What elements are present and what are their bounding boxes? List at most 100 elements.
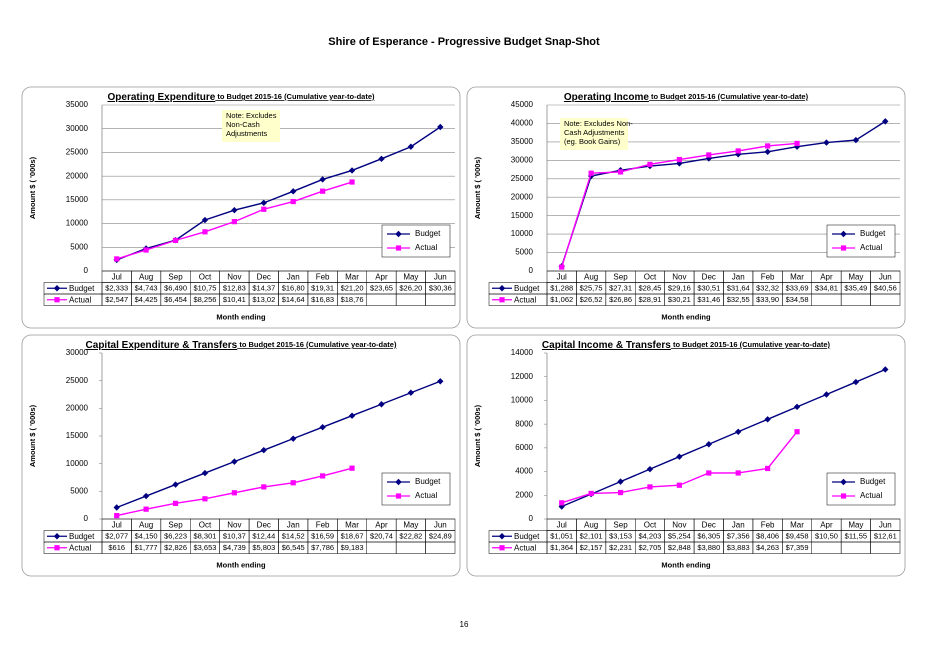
x-tick-label: Sep	[168, 520, 183, 529]
data-point	[407, 389, 415, 396]
note-text: Note: Excludes Non-	[564, 119, 633, 128]
data-point	[143, 247, 149, 253]
data-point	[882, 118, 889, 125]
value-label: $18,67	[341, 532, 364, 541]
legend-label: Budget	[860, 229, 886, 238]
data-point	[647, 161, 653, 167]
value-label: $2,826	[164, 543, 187, 552]
page-number: 16	[460, 620, 469, 629]
value-label: $1,364	[550, 543, 573, 552]
value-label: $14,64	[282, 295, 305, 304]
x-tick-label: May	[403, 272, 418, 281]
legend-label: Budget	[415, 477, 441, 486]
x-tick-label: Apr	[820, 520, 833, 529]
value-label: $10,75	[193, 284, 216, 293]
x-tick-label: Oct	[644, 272, 657, 281]
x-tick-label: Oct	[644, 520, 657, 529]
row-key-marker	[53, 285, 61, 292]
data-point	[706, 470, 712, 476]
data-point	[290, 480, 296, 486]
title-main: Capital Income & Transfers	[542, 340, 671, 351]
value-label: $30,36	[429, 284, 452, 293]
y-tick-label: 30000	[66, 348, 89, 357]
panel	[21, 86, 461, 329]
x-tick-label: Apr	[820, 272, 833, 281]
value-label: $7,786	[311, 543, 334, 552]
legend-marker	[840, 478, 847, 486]
y-tick-label: 45000	[511, 100, 534, 109]
data-point	[348, 412, 356, 419]
value-label: $2,101	[580, 532, 603, 541]
value-label: $10,50	[815, 532, 838, 541]
data-point	[202, 496, 208, 502]
row-key-marker	[499, 545, 505, 551]
value-label: $16,59	[311, 532, 334, 541]
y-axis-label: Amount $ ( '000s)	[473, 404, 482, 467]
value-label: $6,223	[164, 532, 187, 541]
data-point	[735, 428, 742, 435]
value-label: $10,37	[223, 532, 246, 541]
data-point	[882, 366, 889, 373]
value-label: $3,653	[193, 543, 216, 552]
title-main: Capital Expenditure & Transfers	[86, 340, 238, 351]
y-tick-label: 35000	[511, 137, 534, 146]
legend-marker	[840, 493, 847, 499]
chart-title: Operating Expenditure to Budget 2015-16 …	[108, 92, 375, 103]
panel	[466, 334, 906, 577]
row-label: Actual	[514, 543, 536, 552]
value-label: $2,848	[668, 543, 691, 552]
y-tick-label: 2000	[515, 490, 533, 499]
x-tick-label: Jun	[434, 520, 447, 529]
data-point	[676, 453, 683, 460]
y-tick-label: 10000	[66, 459, 89, 468]
x-tick-label: Jul	[112, 520, 122, 529]
y-tick-label: 4000	[515, 467, 533, 476]
legend-marker	[395, 493, 402, 499]
table-cell	[395, 293, 426, 306]
data-point	[113, 504, 120, 511]
value-label: $6,545	[282, 543, 305, 552]
data-point	[705, 155, 712, 162]
x-tick-label: Jun	[879, 272, 892, 281]
title-main: Operating Expenditure	[108, 92, 216, 103]
x-tick-label: Mar	[345, 520, 359, 529]
series-line	[561, 120, 886, 267]
title-sub: to Budget 2015-16 (Cumulative year-to-da…	[671, 340, 831, 349]
x-tick-label: Feb	[316, 272, 330, 281]
value-label: $28,45	[638, 284, 661, 293]
data-point	[617, 478, 624, 485]
value-label: $3,880	[697, 543, 720, 552]
value-label: $33,69	[786, 284, 809, 293]
x-tick-label: May	[403, 520, 418, 529]
y-axis-label: Amount $ ( '000s)	[28, 404, 37, 467]
x-tick-label: Jul	[112, 272, 122, 281]
table-cell	[366, 293, 397, 306]
y-tick-label: 10000	[66, 219, 89, 228]
legend	[381, 224, 451, 258]
data-point	[735, 148, 741, 154]
value-label: $12,61	[874, 532, 897, 541]
value-label: $16,83	[311, 295, 334, 304]
value-label: $40,56	[874, 284, 897, 293]
value-label: $29,16	[668, 284, 691, 293]
value-label: $25,75	[580, 284, 603, 293]
value-label: $7,359	[786, 543, 809, 552]
data-point	[407, 143, 415, 150]
y-tick-label: 15000	[66, 431, 89, 440]
value-label: $21,20	[341, 284, 364, 293]
x-tick-label: Feb	[316, 520, 330, 529]
x-tick-label: Oct	[199, 272, 212, 281]
row-key-marker	[498, 285, 506, 292]
x-tick-label: Oct	[199, 520, 212, 529]
table-cell	[366, 541, 397, 554]
row-key-marker	[54, 297, 60, 303]
x-tick-label: Jun	[879, 520, 892, 529]
x-tick-label: May	[848, 272, 863, 281]
data-point	[114, 256, 120, 262]
x-tick-label: Sep	[613, 520, 628, 529]
data-point	[735, 470, 741, 476]
x-tick-label: Aug	[584, 520, 598, 529]
data-point	[794, 140, 800, 147]
x-tick-label: May	[848, 520, 863, 529]
